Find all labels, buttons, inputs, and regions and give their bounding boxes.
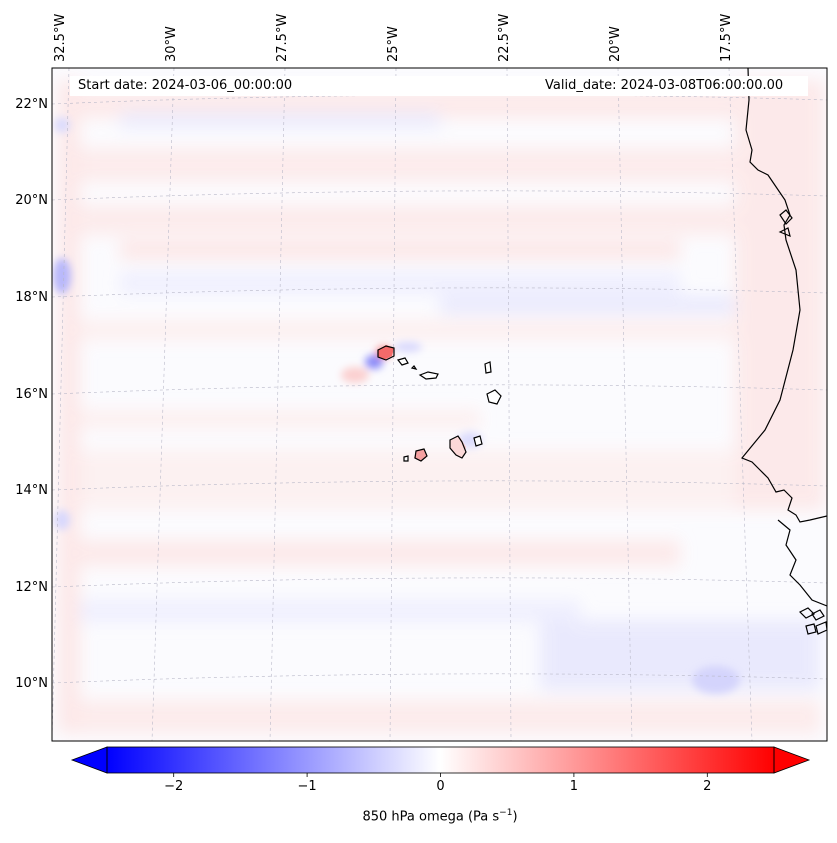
omega-cell-positive: [378, 345, 394, 360]
lat-label: 14°N: [15, 483, 48, 498]
omega-band-negative: [60, 600, 580, 622]
omega-band-positive: [735, 80, 825, 510]
coast-detail: [815, 621, 827, 635]
lon-label: 17.5°W: [719, 13, 734, 62]
parallel-line: [52, 94, 827, 105]
colorbar: [70, 746, 811, 777]
omega-band-positive: [60, 148, 820, 182]
omega-band-positive: [60, 205, 820, 235]
island-santa-luzia: [410, 365, 418, 370]
start-date-label: Start date: 2024-03-06_00:00:00: [78, 78, 293, 93]
omega-band-positive: [58, 80, 80, 730]
omega-band-negative: [540, 620, 820, 690]
omega-cell-negative: [365, 355, 383, 369]
parallel-line: [52, 384, 827, 395]
meridian-line: [52, 68, 70, 741]
meridian-line: [269, 68, 286, 741]
parallel-line: [52, 287, 827, 298]
meridian-line: [728, 68, 753, 741]
omega-cell-positive: [341, 367, 369, 383]
colorbar-extend-max: [773, 746, 811, 774]
colorbar-title-text: 850 hPa omega (Pa s: [362, 809, 500, 825]
valid-date-label: Valid_date: 2024-03-08T06:00:00.00: [545, 78, 784, 93]
island-santo-antao: [377, 345, 395, 361]
island-sal: [484, 361, 492, 374]
lat-label: 16°N: [15, 387, 48, 402]
colorbar-extend-min: [70, 746, 108, 774]
coast-detail: [778, 227, 791, 237]
africa-coastline-south: [777, 519, 827, 607]
island-boa-vista: [486, 389, 502, 405]
colorbar-title: 850 hPa omega (Pa s−1): [362, 808, 517, 824]
island-fogo: [414, 448, 428, 462]
island-brava: [403, 455, 409, 462]
omega-band-positive: [60, 320, 760, 340]
meridian-line: [617, 68, 633, 741]
colorbar-tick-label: 0: [436, 779, 445, 794]
omega-cell-negative: [54, 510, 70, 530]
lon-label: 30°W: [164, 26, 179, 62]
map-frame: [51, 67, 828, 742]
omega-band-negative: [120, 272, 680, 294]
island-maio: [473, 435, 483, 447]
meridian-line: [506, 68, 512, 741]
lon-label: 20°W: [608, 26, 623, 62]
island-santiago: [449, 435, 467, 459]
island-sao-vicente: [396, 357, 409, 366]
omega-cell-negative: [53, 258, 71, 294]
lat-label: 10°N: [15, 676, 48, 691]
colorbar-tick-label: −1: [297, 779, 317, 794]
cape-verde-islands: [377, 345, 502, 462]
coast-detail: [779, 209, 793, 225]
parallel-line: [52, 577, 827, 588]
colorbar-title-exponent: −1: [499, 808, 513, 818]
omega-band-positive: [60, 410, 480, 428]
omega-band-positive: [60, 450, 760, 510]
meridian-line: [389, 68, 397, 741]
colorbar-tick-label: −2: [164, 779, 184, 794]
lat-label: 18°N: [15, 290, 48, 305]
colorbar-tick-label: 2: [703, 779, 712, 794]
colorbar-gradient: [107, 747, 774, 773]
coast-detail: [805, 623, 817, 635]
meridian-line: [151, 68, 175, 741]
coast-detail: [798, 607, 816, 619]
coastlines: [741, 68, 827, 635]
omega-cell-negative: [394, 342, 422, 352]
lon-label: 22.5°W: [497, 13, 512, 62]
coast-detail: [811, 609, 825, 621]
island-sao-nicolau: [418, 371, 439, 380]
lat-label: 20°N: [15, 193, 48, 208]
lon-label: 32.5°W: [53, 13, 68, 62]
colorbar-title-end: ): [512, 809, 518, 825]
colorbar-tick-label: 1: [569, 779, 579, 794]
omega-band-positive: [120, 240, 680, 260]
graticule: [52, 68, 827, 741]
lat-label: 12°N: [15, 580, 48, 595]
lon-label: 27.5°W: [275, 13, 290, 62]
parallel-line: [52, 190, 827, 201]
parallel-line: [52, 480, 827, 491]
lat-label: 22°N: [15, 97, 48, 112]
africa-coastline: [741, 68, 827, 523]
omega-band-positive: [60, 540, 680, 566]
parallel-line: [52, 673, 827, 684]
lon-label: 25°W: [386, 26, 401, 62]
omega-cell-negative: [54, 117, 70, 133]
omega-cell-negative: [692, 666, 740, 694]
date-header: [70, 76, 808, 96]
colorbar-ticks: [173, 773, 708, 777]
omega-band-negative: [440, 296, 740, 314]
omega-band-positive: [60, 700, 820, 734]
omega-band-negative: [120, 112, 440, 128]
